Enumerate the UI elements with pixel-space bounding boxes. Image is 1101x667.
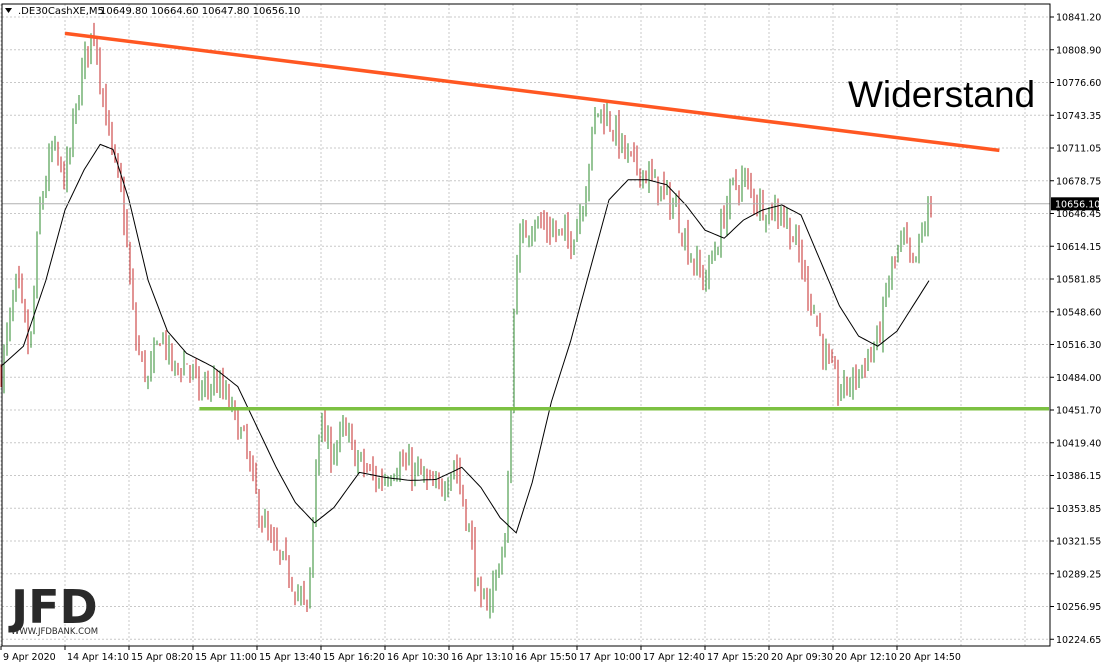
x-tick-label: 15 Apr 16:20 xyxy=(323,652,385,663)
y-tick-label: 10516.30 xyxy=(1056,340,1101,351)
jfd-logo: JFD WWW.JFDBANK.COM xyxy=(8,580,98,637)
chart-header: .DE30CashXE,M5 10649.80 10664.60 10647.8… xyxy=(5,6,300,17)
y-tick-label: 10256.95 xyxy=(1056,602,1101,613)
y-tick-label: 10451.70 xyxy=(1056,406,1101,417)
price-axis: 10841.20 10808.90 10776.60 10743.35 10711.05… xyxy=(1050,13,1101,646)
logo-url: WWW.JFDBANK.COM xyxy=(11,627,98,637)
x-tick-label: 9 Apr 2020 xyxy=(3,652,56,663)
x-tick-label: 17 Apr 10:00 xyxy=(579,652,641,663)
x-tick-label: 15 Apr 11:00 xyxy=(195,652,257,663)
x-tick-label: 20 Apr 12:10 xyxy=(835,652,897,663)
x-tick-label: 14 Apr 14:10 xyxy=(67,652,129,663)
price-tag-box xyxy=(1051,197,1099,211)
y-tick-label: 10614.15 xyxy=(1056,242,1101,253)
y-tick-label: 10386.15 xyxy=(1056,471,1101,482)
resistance-line xyxy=(64,31,1000,153)
symbol-label: .DE30CashXE,M5 xyxy=(18,6,104,17)
logo-text: JFD xyxy=(8,580,98,634)
moving-average xyxy=(0,143,930,534)
y-tick-label: 10678.75 xyxy=(1056,176,1101,187)
x-tick-label: 20 Apr 14:50 xyxy=(899,652,961,663)
y-tick-label: 10841.20 xyxy=(1056,13,1101,24)
x-tick-label: 17 Apr 15:20 xyxy=(707,652,769,663)
y-tick-label: 10321.55 xyxy=(1056,537,1101,548)
y-tick-label: 10808.90 xyxy=(1056,45,1101,56)
ohlc-values: 10649.80 10664.60 10647.80 10656.10 xyxy=(100,6,300,17)
y-tick-label: 10776.60 xyxy=(1056,78,1101,89)
y-tick-label: 10743.35 xyxy=(1056,111,1101,122)
x-tick-label: 17 Apr 12:40 xyxy=(643,652,705,663)
y-tick-label: 10224.65 xyxy=(1056,635,1101,646)
y-tick-label: 10353.85 xyxy=(1056,504,1101,515)
x-tick-label: 16 Apr 10:30 xyxy=(387,652,449,663)
x-tick-label: 15 Apr 13:40 xyxy=(259,652,321,663)
y-tick-label: 10548.60 xyxy=(1056,307,1101,318)
x-tick-label: 20 Apr 09:30 xyxy=(771,652,833,663)
y-tick-label: 10711.05 xyxy=(1056,144,1101,155)
x-tick-label: 16 Apr 13:10 xyxy=(451,652,513,663)
y-tick-label: 10484.00 xyxy=(1056,373,1101,384)
x-tick-label: 16 Apr 15:50 xyxy=(515,652,577,663)
grid-lines xyxy=(0,4,1050,646)
y-tick-label: 10419.40 xyxy=(1056,438,1101,449)
price-tag-label: 10656.10 xyxy=(1055,199,1100,210)
y-tick-label: 10646.45 xyxy=(1056,209,1101,220)
moving-average-line xyxy=(0,143,930,534)
current-price-tag: 10656.10 xyxy=(1051,197,1100,211)
y-tick-label: 10289.25 xyxy=(1056,569,1101,580)
trend-lines xyxy=(2,31,1050,411)
time-axis: 9 Apr 2020 14 Apr 14:10 15 Apr 08:20 15 Apr… xyxy=(0,646,961,663)
triangle-down-icon[interactable] xyxy=(5,8,12,13)
y-tick-label: 10581.85 xyxy=(1056,275,1101,286)
plot-border xyxy=(1,3,1051,647)
x-tick-label: 15 Apr 08:20 xyxy=(131,652,193,663)
resistance-annotation: Widerstand xyxy=(848,74,1035,115)
plot-frame xyxy=(1,3,1051,647)
candles xyxy=(0,22,932,619)
